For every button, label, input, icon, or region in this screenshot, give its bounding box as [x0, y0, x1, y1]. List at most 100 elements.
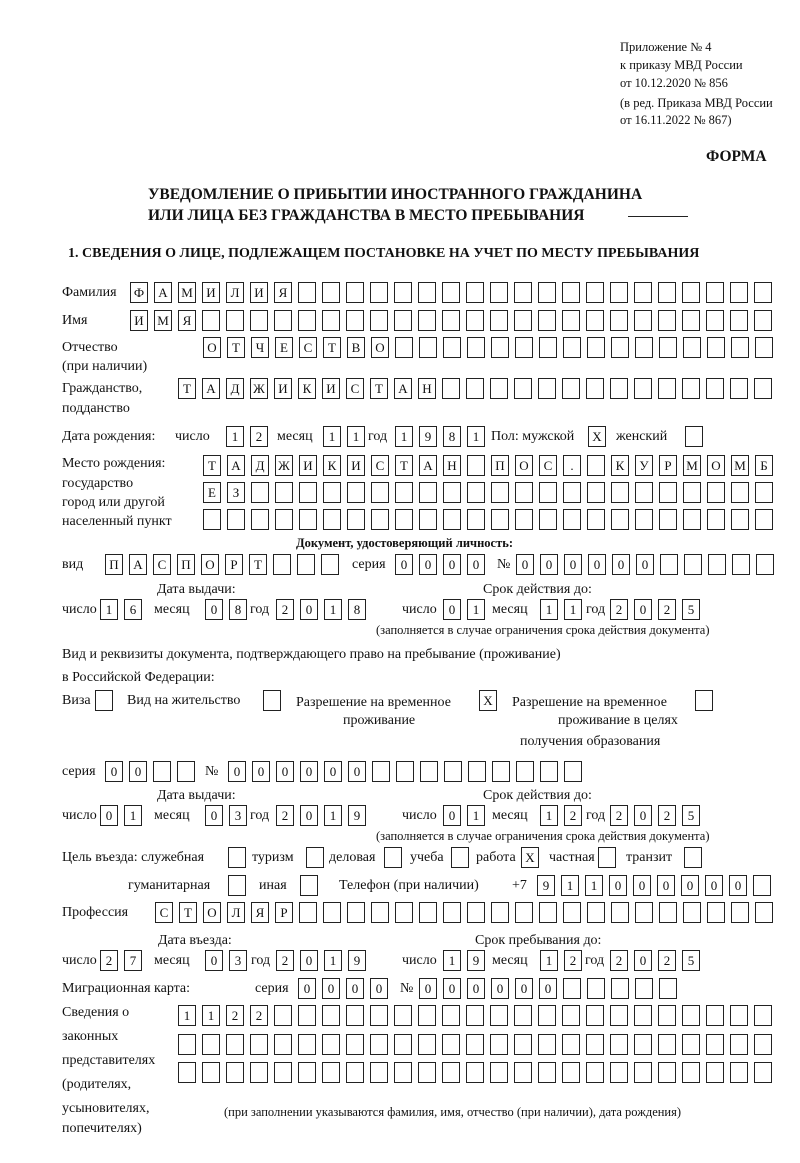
char-cell[interactable] — [491, 482, 509, 503]
char-cell[interactable] — [299, 902, 317, 923]
char-cell[interactable] — [372, 761, 390, 782]
char-cell[interactable] — [611, 482, 629, 503]
char-cell[interactable] — [611, 902, 629, 923]
char-cell[interactable] — [323, 509, 341, 530]
char-cell[interactable]: 0 — [636, 554, 654, 575]
char-cell[interactable]: 2 — [226, 1005, 244, 1026]
checkbox[interactable] — [684, 847, 702, 868]
char-cell[interactable]: И — [274, 378, 292, 399]
char-cell[interactable] — [586, 378, 604, 399]
char-cell[interactable] — [586, 282, 604, 303]
char-cell[interactable]: 0 — [105, 761, 123, 782]
char-cell[interactable] — [730, 1005, 748, 1026]
char-cell[interactable] — [491, 337, 509, 358]
char-cell[interactable]: 0 — [634, 805, 652, 826]
char-cell[interactable]: А — [202, 378, 220, 399]
char-cell[interactable] — [514, 310, 532, 331]
char-cell[interactable]: 0 — [300, 805, 318, 826]
char-cell[interactable] — [274, 1034, 292, 1055]
char-cell[interactable]: 0 — [467, 554, 485, 575]
char-cell[interactable]: 2 — [276, 950, 294, 971]
char-cell[interactable]: Ч — [251, 337, 269, 358]
char-cell[interactable]: 9 — [537, 875, 555, 896]
char-cell[interactable] — [442, 378, 460, 399]
char-cell[interactable] — [202, 1062, 220, 1083]
char-cell[interactable] — [514, 1005, 532, 1026]
char-cell[interactable] — [635, 978, 653, 999]
char-cell[interactable] — [419, 482, 437, 503]
char-cell[interactable]: 3 — [229, 950, 247, 971]
char-cell[interactable]: И — [202, 282, 220, 303]
char-cell[interactable] — [611, 509, 629, 530]
char-cell[interactable]: 2 — [100, 950, 118, 971]
char-cell[interactable]: 0 — [129, 761, 147, 782]
char-cell[interactable]: 0 — [300, 950, 318, 971]
char-cell[interactable] — [395, 482, 413, 503]
char-cell[interactable] — [587, 509, 605, 530]
char-cell[interactable]: 1 — [178, 1005, 196, 1026]
checkbox[interactable] — [695, 690, 713, 711]
char-cell[interactable] — [586, 1034, 604, 1055]
char-cell[interactable] — [707, 337, 725, 358]
char-cell[interactable] — [610, 1005, 628, 1026]
char-cell[interactable]: 5 — [682, 599, 700, 620]
char-cell[interactable] — [708, 554, 726, 575]
char-cell[interactable]: 1 — [395, 426, 413, 447]
char-cell[interactable] — [538, 1005, 556, 1026]
char-cell[interactable]: 2 — [564, 950, 582, 971]
char-cell[interactable] — [515, 337, 533, 358]
char-cell[interactable]: А — [154, 282, 172, 303]
char-cell[interactable]: А — [419, 455, 437, 476]
char-cell[interactable]: 0 — [609, 875, 627, 896]
char-cell[interactable]: 1 — [323, 426, 341, 447]
char-cell[interactable] — [298, 1062, 316, 1083]
char-cell[interactable] — [563, 902, 581, 923]
char-cell[interactable] — [684, 554, 702, 575]
char-cell[interactable] — [562, 282, 580, 303]
char-cell[interactable]: . — [563, 455, 581, 476]
char-cell[interactable] — [394, 282, 412, 303]
char-cell[interactable]: 1 — [585, 875, 603, 896]
char-cell[interactable]: 0 — [564, 554, 582, 575]
char-cell[interactable]: И — [322, 378, 340, 399]
char-cell[interactable]: М — [683, 455, 701, 476]
char-cell[interactable]: 0 — [100, 805, 118, 826]
char-cell[interactable]: 2 — [610, 599, 628, 620]
char-cell[interactable]: Е — [275, 337, 293, 358]
char-cell[interactable]: 2 — [658, 950, 676, 971]
char-cell[interactable]: 2 — [250, 426, 268, 447]
char-cell[interactable] — [346, 1034, 364, 1055]
char-cell[interactable] — [275, 482, 293, 503]
char-cell[interactable] — [754, 1005, 772, 1026]
char-cell[interactable]: Е — [203, 482, 221, 503]
char-cell[interactable]: М — [731, 455, 749, 476]
char-cell[interactable] — [514, 1062, 532, 1083]
char-cell[interactable] — [562, 1034, 580, 1055]
char-cell[interactable] — [298, 1034, 316, 1055]
char-cell[interactable] — [395, 509, 413, 530]
char-cell[interactable] — [660, 554, 678, 575]
char-cell[interactable]: А — [394, 378, 412, 399]
checkbox[interactable] — [598, 847, 616, 868]
char-cell[interactable] — [587, 902, 605, 923]
char-cell[interactable] — [707, 482, 725, 503]
char-cell[interactable] — [610, 378, 628, 399]
char-cell[interactable] — [322, 310, 340, 331]
char-cell[interactable] — [731, 482, 749, 503]
char-cell[interactable] — [587, 455, 605, 476]
char-cell[interactable] — [419, 509, 437, 530]
char-cell[interactable] — [659, 978, 677, 999]
char-cell[interactable] — [251, 509, 269, 530]
char-cell[interactable] — [418, 1005, 436, 1026]
char-cell[interactable] — [298, 282, 316, 303]
char-cell[interactable] — [419, 337, 437, 358]
char-cell[interactable] — [251, 482, 269, 503]
char-cell[interactable]: 1 — [467, 599, 485, 620]
char-cell[interactable]: И — [347, 455, 365, 476]
char-cell[interactable] — [202, 1034, 220, 1055]
char-cell[interactable]: 0 — [346, 978, 364, 999]
char-cell[interactable] — [732, 554, 750, 575]
char-cell[interactable] — [658, 1034, 676, 1055]
char-cell[interactable] — [298, 1005, 316, 1026]
char-cell[interactable] — [634, 378, 652, 399]
